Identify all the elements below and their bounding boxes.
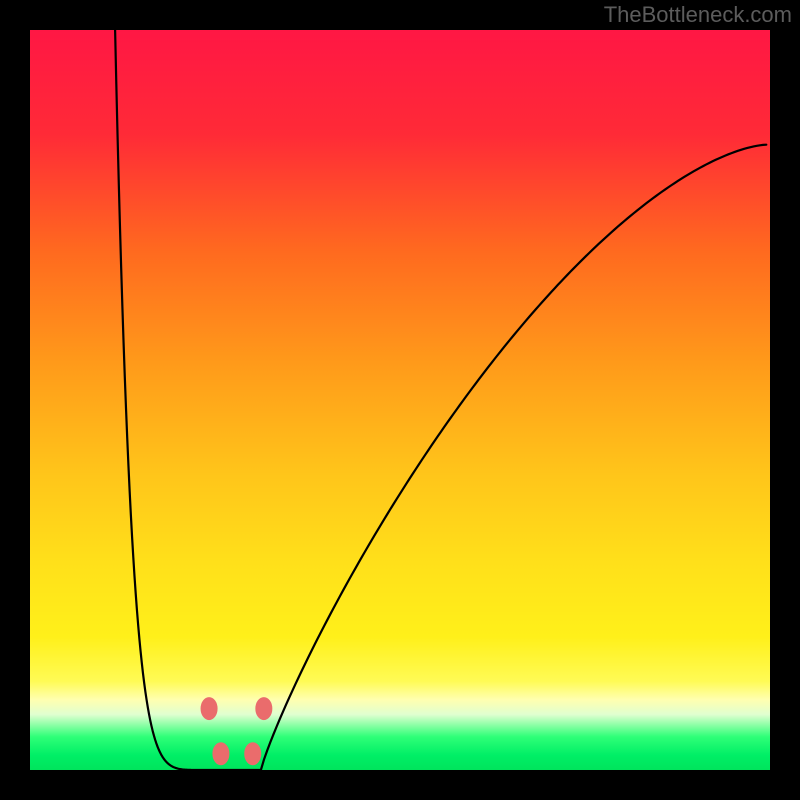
data-marker — [256, 698, 272, 720]
data-marker — [245, 743, 261, 765]
data-marker — [201, 698, 217, 720]
watermark-text: TheBottleneck.com — [604, 2, 792, 28]
chart-svg — [0, 0, 800, 800]
chart-container: TheBottleneck.com — [0, 0, 800, 800]
data-marker — [213, 743, 229, 765]
